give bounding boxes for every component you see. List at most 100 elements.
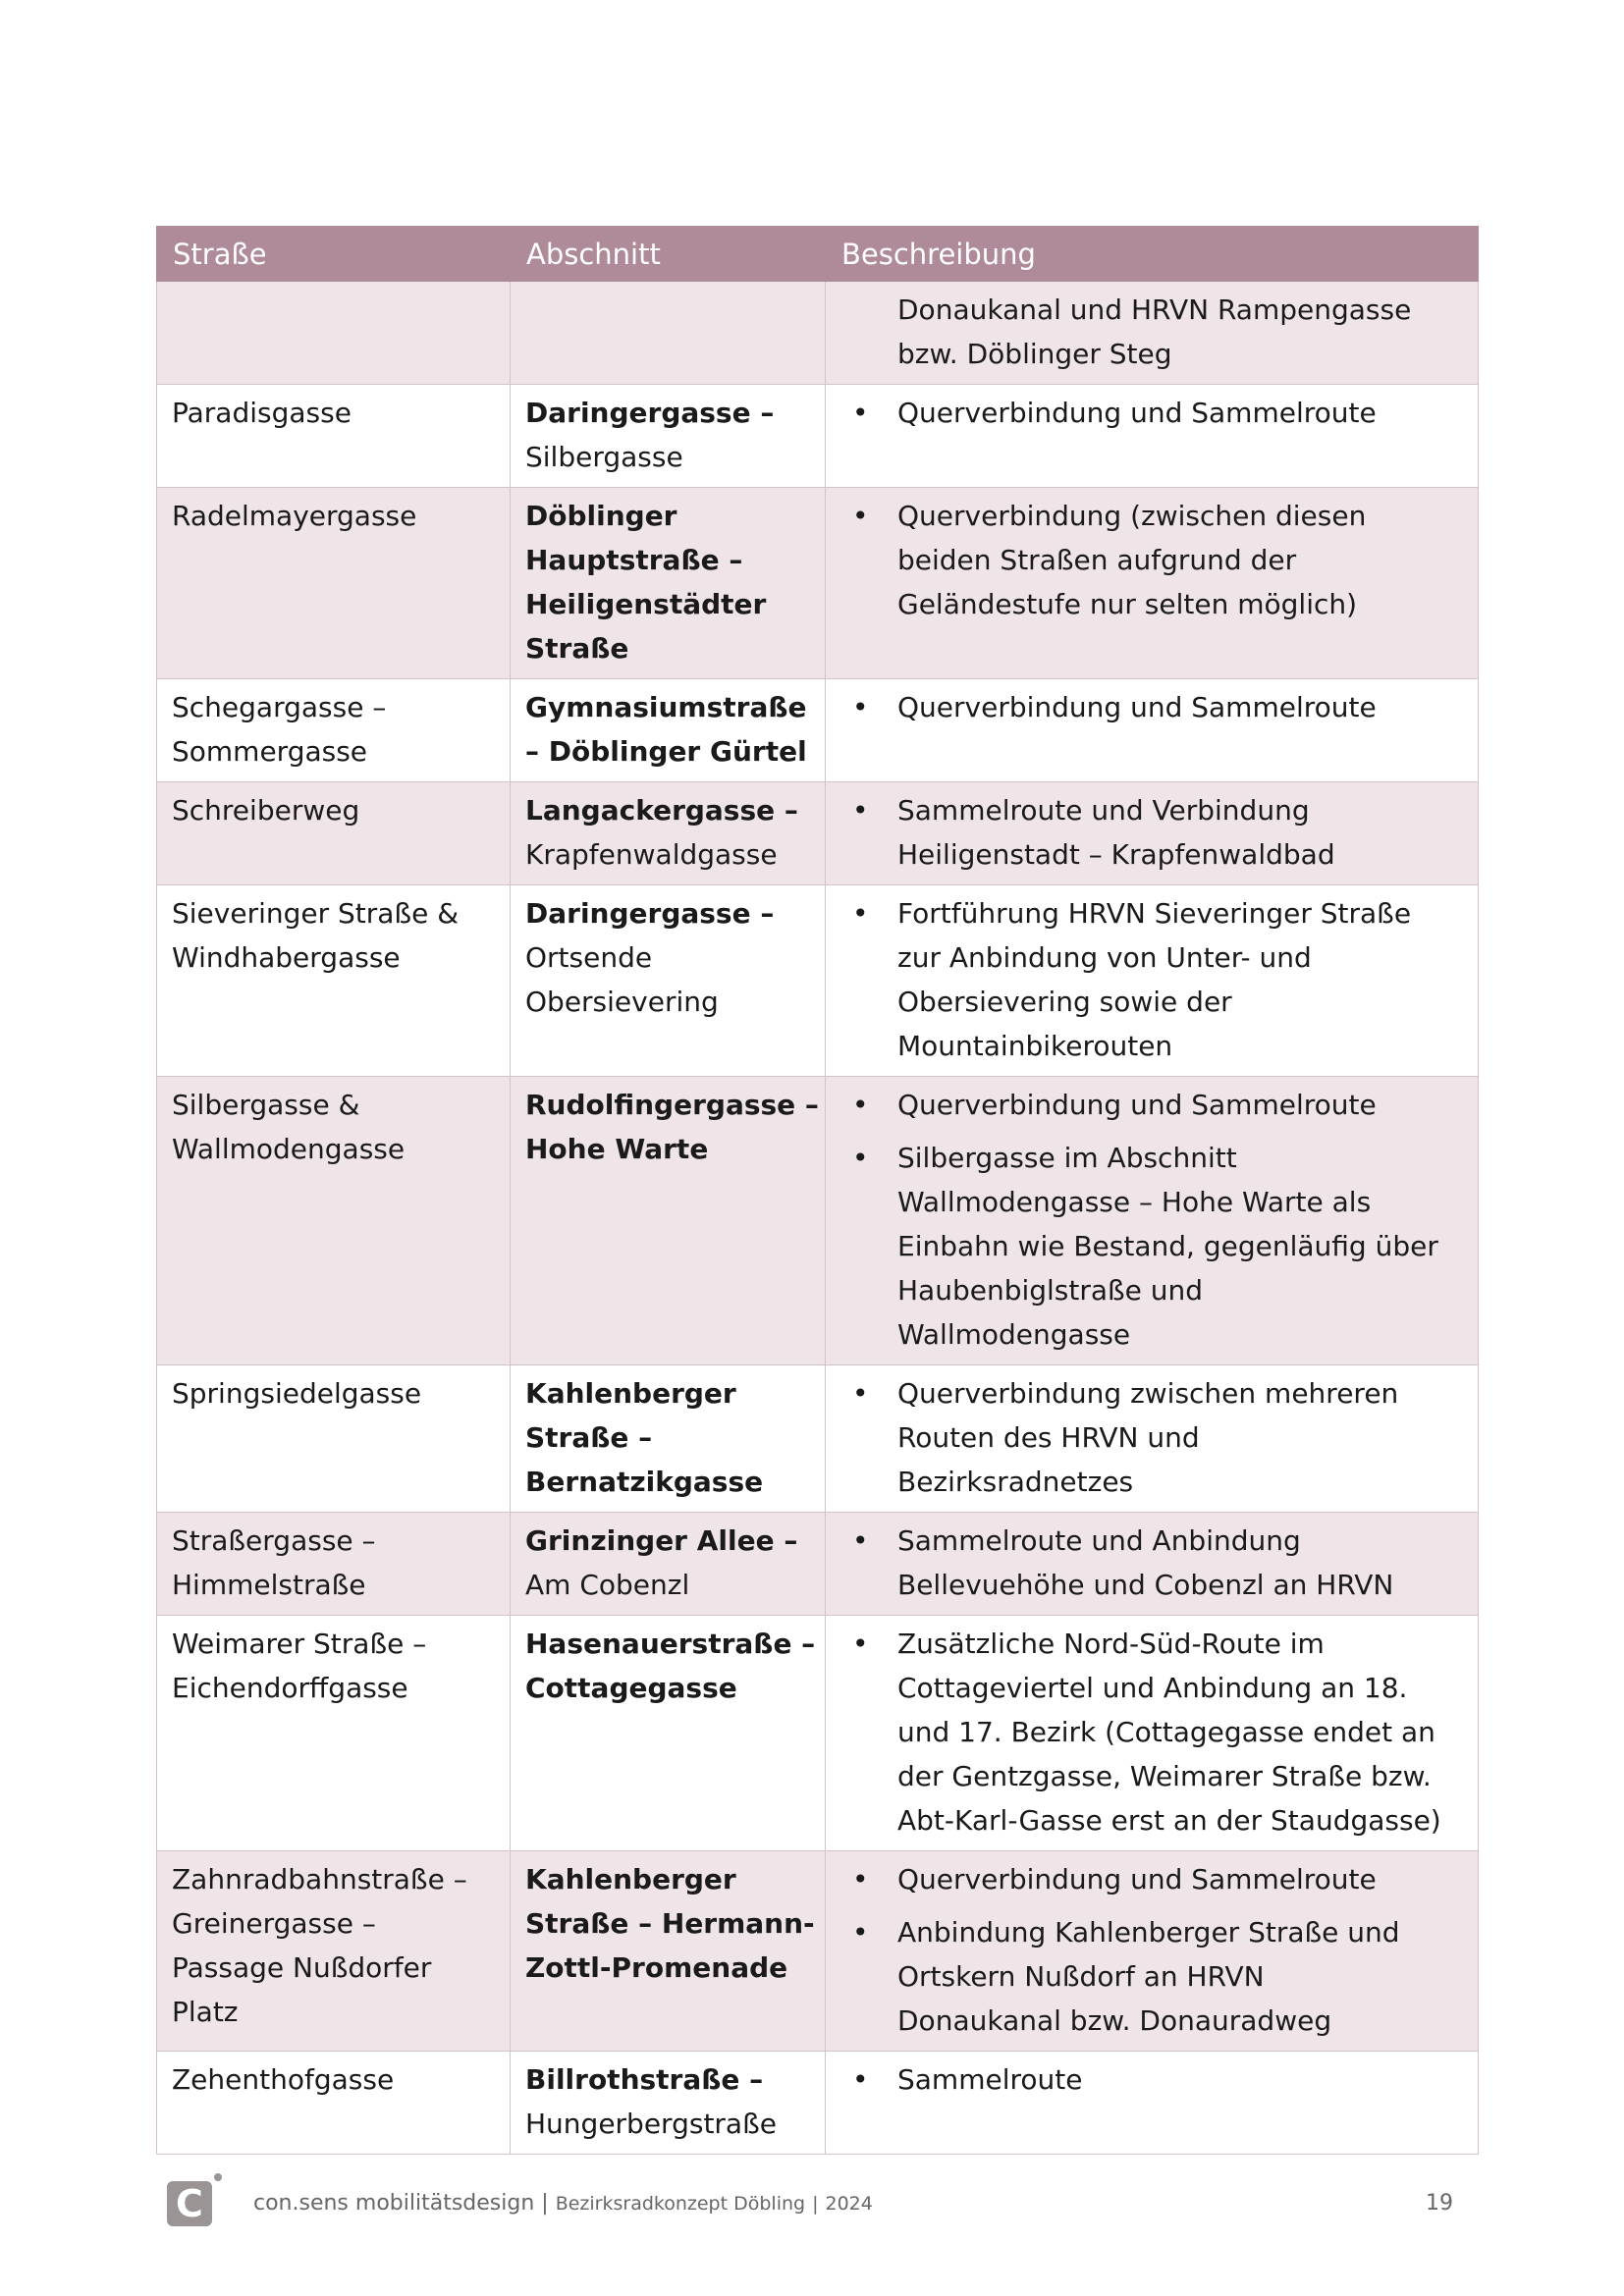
description-line: beiden Straßen aufgrund der xyxy=(897,544,1297,576)
section-line: Silbergasse xyxy=(525,441,683,473)
bullet-icon: • xyxy=(852,1863,869,1896)
street-name-line: Zahnradbahnstraße – xyxy=(172,1863,467,1896)
section-line: Bernatzikgasse xyxy=(525,1466,764,1498)
street-name-line: Schegargasse – xyxy=(172,691,387,723)
table-row: Weimarer Straße – Eichendorffgasse Hasenau… xyxy=(156,1615,1479,1851)
section-line: – Döblinger Gürtel xyxy=(525,735,807,768)
description-bullet: • Querverbindung und Sammelroute xyxy=(840,1083,1463,1127)
footer-separator: | xyxy=(812,2193,819,2215)
section-line: Hasenauerstraße – xyxy=(525,1628,816,1660)
cell-beschreibung: • Sammelroute und Verbindung Heiligenstadt… xyxy=(825,781,1479,885)
logo-dot-icon xyxy=(214,2173,222,2181)
street-name-line: Radelmayergasse xyxy=(172,500,417,532)
footer-company: con.sens mobilitätsdesign xyxy=(253,2191,535,2216)
description-line: Routen des HRVN und xyxy=(897,1421,1200,1454)
description-line: Silbergasse im Abschnitt xyxy=(897,1142,1237,1174)
section-line: Straße – Hermann- xyxy=(525,1907,815,1940)
section-line: Langackergasse – xyxy=(525,794,798,827)
bullet-icon: • xyxy=(852,1142,869,1174)
description-line: Querverbindung (zwischen diesen xyxy=(897,500,1367,532)
bullet-icon: • xyxy=(852,1916,869,1949)
table-row: Springsiedelgasse Kahlenberger Straße – Ber… xyxy=(156,1364,1479,1513)
table-row: Straßergasse – Himmelstraße Grinzinger All… xyxy=(156,1512,1479,1616)
bullet-icon: • xyxy=(852,397,869,429)
cell-beschreibung: • Querverbindung und Sammelroute xyxy=(825,384,1479,488)
description-line: Sammelroute und Verbindung xyxy=(897,794,1310,827)
section-line: Gymnasiumstraße xyxy=(525,691,807,723)
description-line: Obersievering sowie der xyxy=(897,986,1232,1018)
description-bullet: • Sammelroute und Verbindung Heiligenstadt… xyxy=(840,788,1463,877)
description-line: Ortskern Nußdorf an HRVN xyxy=(897,1960,1265,1993)
cell-strasse: Sieveringer Straße & Windhabergasse xyxy=(156,884,511,1077)
section-line: Kahlenberger xyxy=(525,1377,736,1410)
bullet-icon: • xyxy=(852,2063,869,2096)
table-row: Zahnradbahnstraße – Greinergasse – Passage… xyxy=(156,1850,1479,2052)
header-beschreibung: Beschreibung xyxy=(825,226,1479,282)
streets-table: Straße Abschnitt Beschreibung Donaukanal… xyxy=(156,226,1479,2155)
bullet-icon: • xyxy=(852,691,869,723)
section-line: Rudolfingergasse – xyxy=(525,1089,819,1121)
cell-beschreibung: • Querverbindung zwischen mehreren Routen … xyxy=(825,1364,1479,1513)
table-header-row: Straße Abschnitt Beschreibung xyxy=(156,226,1479,282)
cell-abschnitt: Gymnasiumstraße – Döblinger Gürtel xyxy=(510,678,826,782)
table-row: Radelmayergasse Döblinger Hauptstraße – Hei… xyxy=(156,487,1479,679)
description-line: Sammelroute und Anbindung xyxy=(897,1524,1301,1557)
cell-strasse: Springsiedelgasse xyxy=(156,1364,511,1513)
description-line: Bellevuehöhe und Cobenzl an HRVN xyxy=(897,1569,1394,1601)
section-line: Döblinger xyxy=(525,500,677,532)
description-line: Cottageviertel und Anbindung an 18. xyxy=(897,1672,1408,1704)
bullet-icon: • xyxy=(852,500,869,532)
bullet-icon: • xyxy=(852,897,869,930)
cell-abschnitt xyxy=(510,281,826,385)
page-number: 19 xyxy=(1426,2191,1453,2216)
description-line: der Gentzgasse, Weimarer Straße bzw. xyxy=(897,1760,1432,1792)
cell-beschreibung: • Querverbindung und Sammelroute • Anbindun… xyxy=(825,1850,1479,2052)
description-line: Querverbindung und Sammelroute xyxy=(897,1863,1377,1896)
cell-strasse: Weimarer Straße – Eichendorffgasse xyxy=(156,1615,511,1851)
description-bullet: • Silbergasse im Abschnitt Wallmodengasse … xyxy=(840,1136,1463,1357)
street-name-line: Schreiberweg xyxy=(172,794,360,827)
table-row: Paradisgasse Daringergasse – Silbergasse • Q… xyxy=(156,384,1479,488)
description-bullet: • Anbindung Kahlenberger Straße und Ortske… xyxy=(840,1910,1463,2043)
description-line: Querverbindung und Sammelroute xyxy=(897,691,1377,723)
bullet-icon: • xyxy=(852,1089,869,1121)
section-line: Ortsende xyxy=(525,941,653,974)
section-line: Am Cobenzl xyxy=(525,1569,690,1601)
table-row: Zehenthofgasse Billrothstraße – Hungerberg… xyxy=(156,2051,1479,2155)
section-line: Cottagegasse xyxy=(525,1672,737,1704)
section-line: Daringergasse – xyxy=(525,897,775,930)
section-line: Kahlenberger xyxy=(525,1863,736,1896)
description-bullet: • Fortführung HRVN Sieveringer Straße zur … xyxy=(840,891,1463,1068)
street-name-line: Silbergasse & xyxy=(172,1089,360,1121)
description-bullet: • Querverbindung und Sammelroute xyxy=(840,1857,1463,1901)
description-line: Querverbindung zwischen mehreren xyxy=(897,1377,1399,1410)
section-line: Grinzinger Allee – xyxy=(525,1524,798,1557)
description-line: Mountainbikerouten xyxy=(897,1030,1173,1062)
description-line: Zusätzliche Nord-Süd-Route im xyxy=(897,1628,1325,1660)
street-name-line: Himmelstraße xyxy=(172,1569,366,1601)
bullet-icon: • xyxy=(852,1377,869,1410)
bullet-icon: • xyxy=(852,1524,869,1557)
description-line: zur Anbindung von Unter- und xyxy=(897,941,1312,974)
description-bullet: • Querverbindung und Sammelroute xyxy=(840,685,1463,729)
street-name-line: Sieveringer Straße & xyxy=(172,897,460,930)
section-line: Straße – xyxy=(525,1421,653,1454)
description-line: Abt-Karl-Gasse erst an der Staudgasse) xyxy=(897,1804,1441,1837)
consens-logo-icon: C xyxy=(167,2181,212,2226)
street-name-line: Passage Nußdorfer xyxy=(172,1951,432,1984)
table-row: Sieveringer Straße & Windhabergasse Daring… xyxy=(156,884,1479,1077)
cell-beschreibung: Donaukanal und HRVN Rampengasse bzw. Döbl… xyxy=(825,281,1479,385)
street-name-line: Windhabergasse xyxy=(172,941,401,974)
footer-project: Bezirksradkonzept Döbling xyxy=(555,2193,806,2215)
bullet-icon: • xyxy=(852,794,869,827)
description-line: Geländestufe nur selten möglich) xyxy=(897,588,1358,620)
section-line: Obersievering xyxy=(525,986,719,1018)
street-name-line: Paradisgasse xyxy=(172,397,352,429)
header-abschnitt: Abschnitt xyxy=(510,226,826,282)
cell-abschnitt: Döblinger Hauptstraße – Heiligenstädter Str… xyxy=(510,487,826,679)
cell-beschreibung: • Querverbindung und Sammelroute • Silberga… xyxy=(825,1076,1479,1365)
table-row: Donaukanal und HRVN Rampengasse bzw. Döbl… xyxy=(156,281,1479,385)
cell-abschnitt: Langackergasse – Krapfenwaldgasse xyxy=(510,781,826,885)
cell-strasse: Zahnradbahnstraße – Greinergasse – Passage… xyxy=(156,1850,511,2052)
logo-letter: C xyxy=(176,2182,203,2225)
